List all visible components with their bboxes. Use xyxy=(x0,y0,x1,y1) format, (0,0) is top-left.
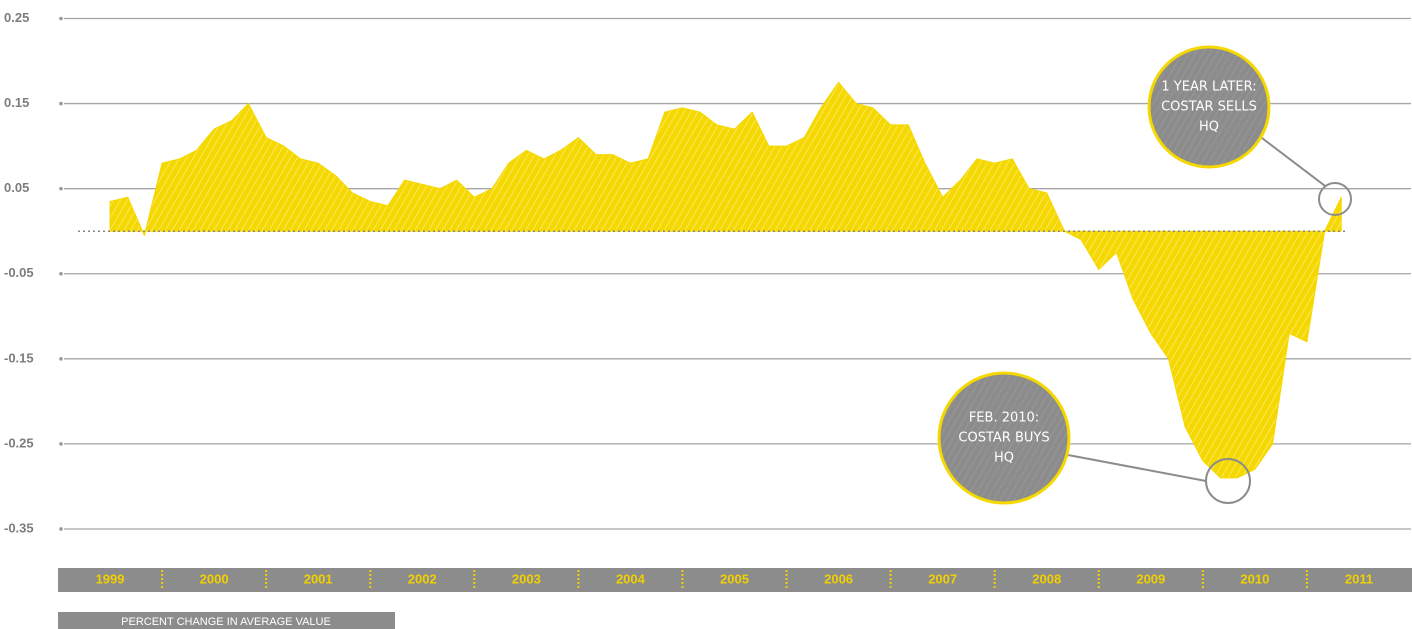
target-circle xyxy=(1318,182,1352,216)
y-tick-label: 0.05 xyxy=(4,180,29,195)
x-tick-label: 2005 xyxy=(720,571,749,586)
y-tick-label: -0.35 xyxy=(4,520,34,535)
y-tick-label: -0.25 xyxy=(4,435,34,450)
x-tick-label: 2003 xyxy=(512,571,541,586)
leader-line xyxy=(1067,454,1207,482)
y-tick-label: -0.05 xyxy=(4,265,34,280)
tick-dot xyxy=(59,101,63,106)
tick-dot xyxy=(59,271,63,276)
leader-line xyxy=(1257,134,1327,187)
x-tick-label: 2011 xyxy=(1345,571,1373,586)
annotation-text: COSTAR SELLS xyxy=(1161,100,1257,115)
tick-dot xyxy=(59,527,63,531)
target-circle xyxy=(1205,458,1251,504)
x-tick-label: 2010 xyxy=(1240,571,1269,586)
tick-dot xyxy=(59,16,63,21)
annotation-text: 1 YEAR LATER: xyxy=(1161,80,1256,95)
y-label: PERCENT CHANGE IN AVERAGE VALUE xyxy=(121,616,331,628)
x-tick-label: 2006 xyxy=(824,571,853,586)
y-tick-label: 0.25 xyxy=(4,10,29,25)
x-tick-label: 2000 xyxy=(200,571,229,586)
x-tick-label: 1999 xyxy=(96,571,125,586)
x-tick-label: 2001 xyxy=(304,571,333,586)
tick-dot xyxy=(59,357,63,361)
tick-dot xyxy=(59,442,63,446)
x-tick-label: 2002 xyxy=(408,571,437,586)
callout-circle xyxy=(937,371,1071,505)
annotation-text: FEB. 2010: xyxy=(969,411,1039,426)
area xyxy=(109,81,1342,479)
x-tick-label: 2008 xyxy=(1032,571,1061,586)
annotation-text: HQ xyxy=(1199,120,1219,135)
x-tick-label: 2009 xyxy=(1136,571,1165,586)
x-tick-label: 2007 xyxy=(928,571,957,586)
y-tick-label: 0.15 xyxy=(4,95,29,110)
tick-dot xyxy=(59,186,63,191)
x-tick-label: 2004 xyxy=(616,571,646,586)
x-axis-band xyxy=(58,568,1412,592)
callout-circle xyxy=(1147,45,1271,169)
y-tick-label: -0.15 xyxy=(4,350,34,365)
annotation-text: HQ xyxy=(994,451,1014,466)
annotation-text: COSTAR BUYS xyxy=(958,431,1049,446)
note-box xyxy=(58,612,395,629)
